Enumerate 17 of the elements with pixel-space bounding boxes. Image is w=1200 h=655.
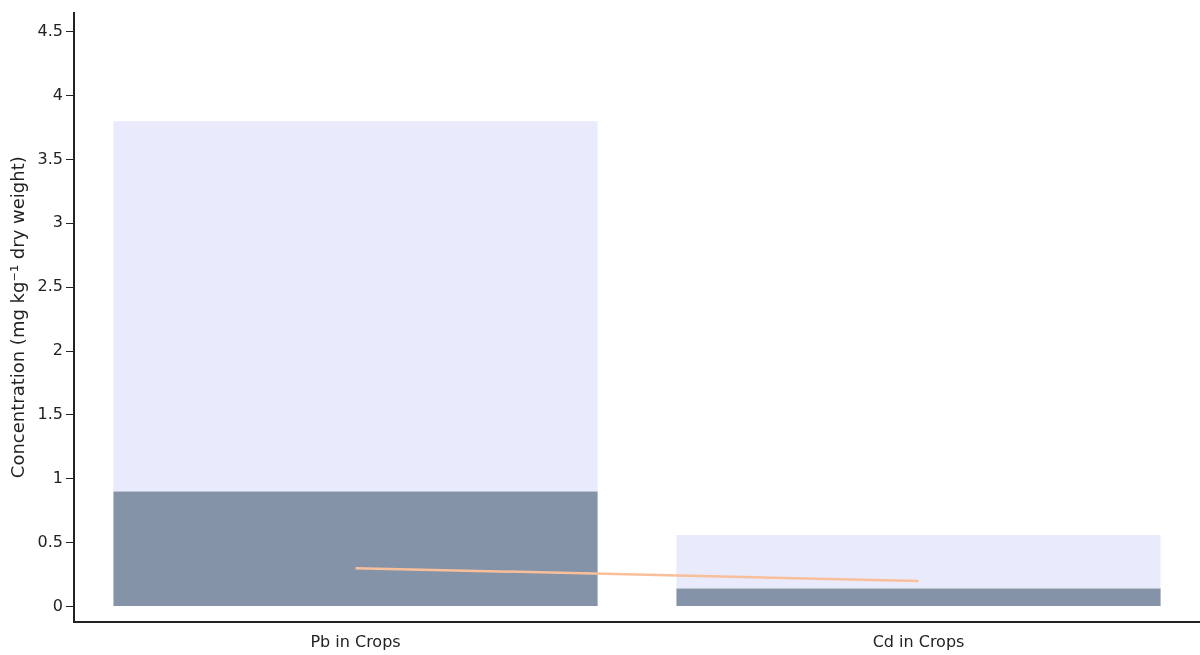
y-tick-label: 1	[52, 467, 64, 487]
x-tick-label: Cd in Crops	[872, 631, 965, 651]
y-tick-label: 0	[52, 595, 64, 615]
y-tick-label: 3	[52, 212, 64, 232]
y-tick-label: 1.5	[37, 404, 64, 424]
y-tick-label: 0.5	[37, 531, 64, 551]
bar	[113, 121, 598, 492]
y-tick-label: 4	[52, 84, 64, 104]
y-tick-label: 4.5	[37, 20, 64, 40]
bar	[676, 588, 1161, 606]
bar	[676, 534, 1161, 589]
y-tick-label: 2	[52, 340, 64, 360]
y-tick-label: 2.5	[37, 276, 64, 296]
y-tick-label: 3.5	[37, 148, 64, 168]
x-tick-label: Pb in Crops	[310, 631, 401, 651]
y-axis-title: Concentration (mg kg⁻¹ dry weight)	[7, 156, 29, 479]
bar	[113, 491, 598, 606]
